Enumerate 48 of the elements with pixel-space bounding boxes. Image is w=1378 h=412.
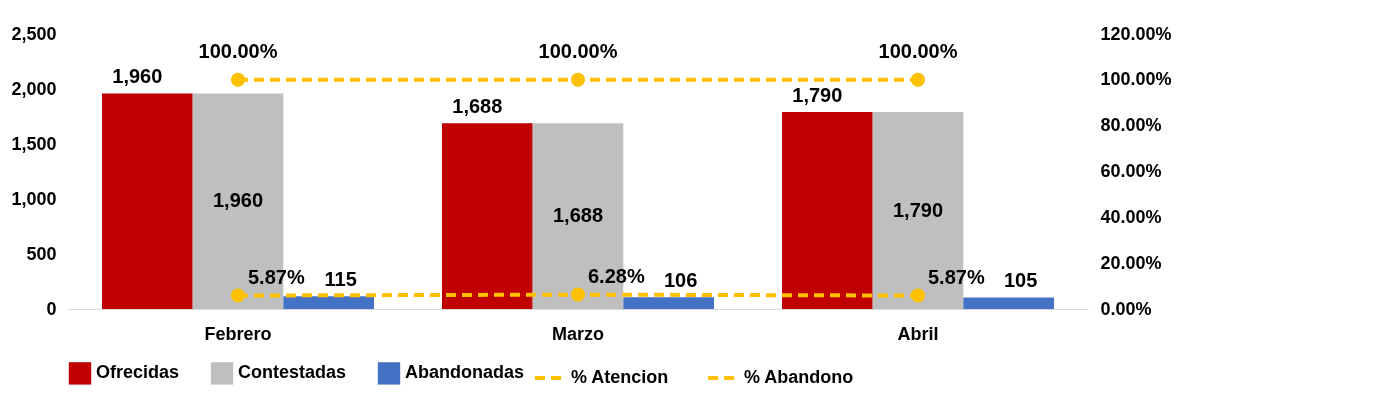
data-label: 1,688 bbox=[552, 204, 604, 227]
x-tick-label: Febrero bbox=[204, 323, 272, 344]
legend-label: Abandonadas bbox=[405, 362, 525, 383]
point bbox=[910, 72, 926, 87]
bar bbox=[283, 296, 374, 309]
point bbox=[570, 287, 586, 302]
data-label: 105 bbox=[1003, 269, 1038, 292]
y-tick-label: 500 bbox=[26, 243, 57, 264]
data-label: 1,790 bbox=[792, 84, 843, 107]
data-label: 6.28% bbox=[588, 264, 645, 287]
y2-tick-label: 40.00% bbox=[1100, 206, 1162, 227]
data-label: 1,960 bbox=[212, 189, 264, 212]
bar bbox=[442, 123, 533, 309]
data-label: 115 bbox=[324, 268, 357, 291]
y-tick-label: 2,000 bbox=[11, 78, 57, 99]
y2-tick-label: 120.00% bbox=[1100, 23, 1172, 44]
bar bbox=[623, 297, 714, 309]
bar bbox=[782, 112, 873, 309]
x-tick-label: Marzo bbox=[551, 323, 605, 344]
bar bbox=[963, 297, 1054, 309]
legend-label: Ofrecidas bbox=[96, 362, 180, 383]
y2-tick-label: 60.00% bbox=[1100, 161, 1162, 181]
y2-tick-label: 0.00% bbox=[1100, 298, 1152, 319]
legend-label: % Abandono bbox=[744, 367, 854, 387]
x-tick-label: Abril bbox=[897, 323, 939, 344]
data-label: 1,960 bbox=[112, 65, 163, 88]
y-tick-label: 1,500 bbox=[11, 133, 57, 154]
point bbox=[230, 288, 246, 303]
y2-tick-label: 100.00% bbox=[1100, 69, 1172, 90]
data-label: 106 bbox=[663, 269, 698, 292]
data-label: 5.87% bbox=[248, 265, 305, 288]
y-tick-label: 2,500 bbox=[11, 23, 57, 44]
bar bbox=[102, 93, 193, 309]
data-label: 100.00% bbox=[198, 39, 278, 62]
legend-label: Contestadas bbox=[238, 362, 347, 383]
data-label: 100.00% bbox=[878, 39, 958, 62]
y2-tick-label: 80.00% bbox=[1100, 115, 1162, 136]
point bbox=[570, 72, 586, 87]
point bbox=[230, 72, 246, 87]
data-label: 1,790 bbox=[892, 198, 944, 221]
y-tick-label: 1,000 bbox=[11, 188, 57, 209]
legend-label: % Atencion bbox=[571, 367, 669, 387]
point bbox=[910, 288, 926, 303]
data-label: 5.87% bbox=[928, 265, 985, 288]
data-label: 1,688 bbox=[452, 95, 503, 118]
y2-tick-label: 20.00% bbox=[1100, 252, 1162, 273]
data-label: 100.00% bbox=[538, 39, 618, 62]
y-tick-label: 0 bbox=[46, 298, 57, 319]
